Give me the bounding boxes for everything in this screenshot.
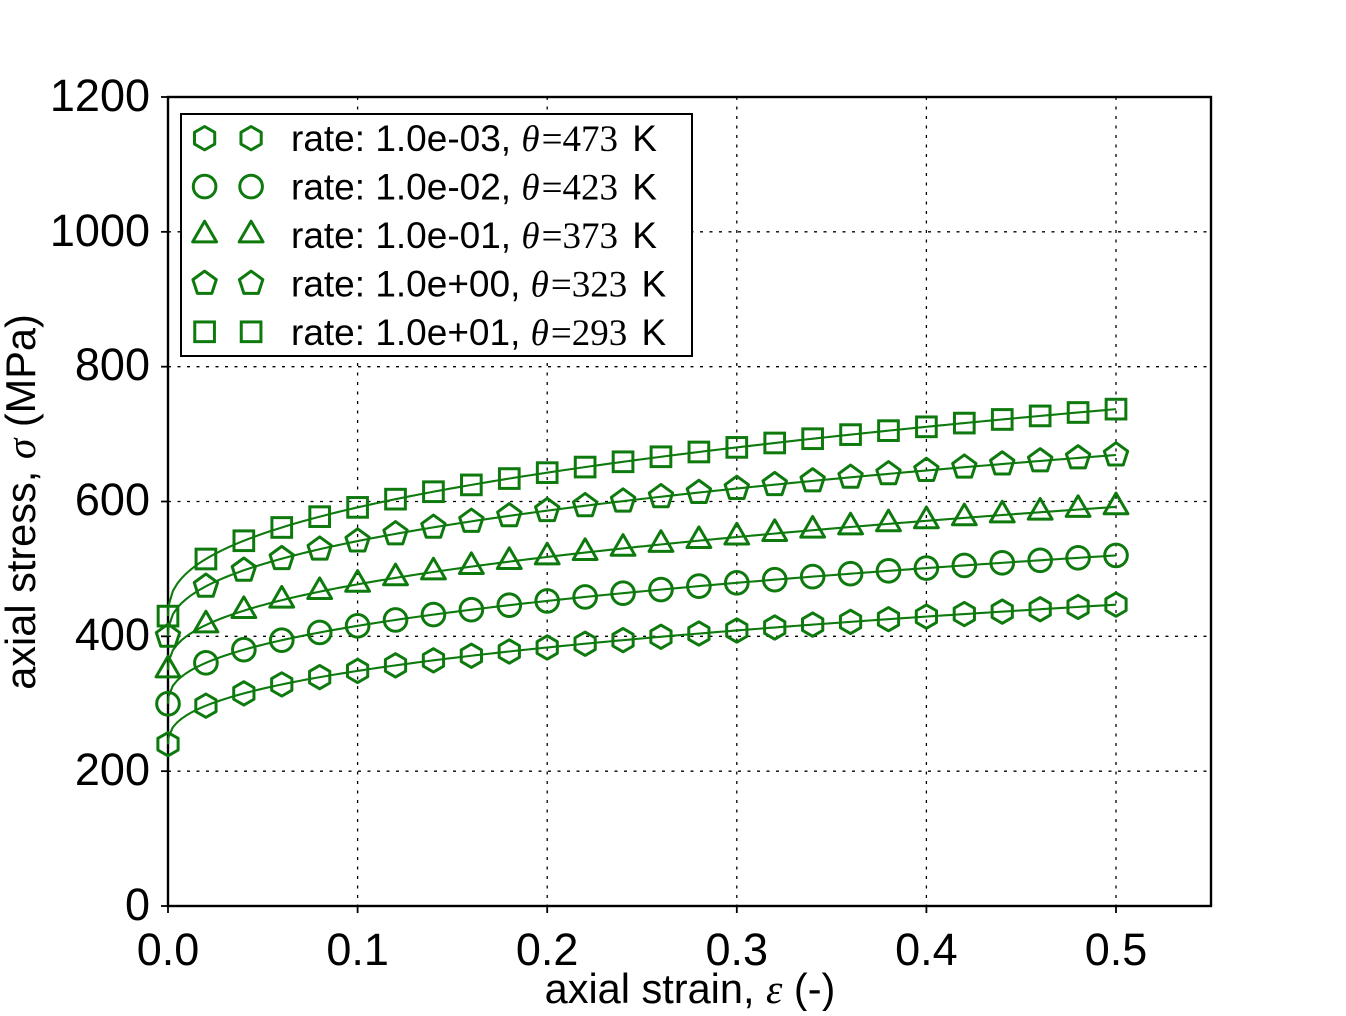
svg-text:0.5: 0.5 bbox=[1085, 924, 1148, 975]
svg-text:200: 200 bbox=[75, 744, 150, 795]
svg-text:rate: 1.0e+00, θ=323 K: rate: 1.0e+00, θ=323 K bbox=[291, 263, 666, 305]
svg-text:0.1: 0.1 bbox=[326, 924, 389, 975]
svg-text:axial strain, ε (-): axial strain, ε (-) bbox=[545, 965, 836, 1011]
svg-text:rate: 1.0e-02, θ=423 K: rate: 1.0e-02, θ=423 K bbox=[291, 167, 657, 209]
svg-text:800: 800 bbox=[75, 339, 150, 390]
svg-text:400: 400 bbox=[75, 609, 150, 660]
svg-text:0.0: 0.0 bbox=[137, 924, 200, 975]
svg-text:axial stress, σ (MPa): axial stress, σ (MPa) bbox=[0, 314, 44, 690]
svg-text:0: 0 bbox=[125, 879, 150, 930]
svg-text:600: 600 bbox=[75, 474, 150, 525]
svg-text:1000: 1000 bbox=[50, 205, 150, 256]
svg-text:0.4: 0.4 bbox=[895, 924, 958, 975]
svg-text:1200: 1200 bbox=[50, 70, 150, 121]
svg-text:rate: 1.0e-01, θ=373 K: rate: 1.0e-01, θ=373 K bbox=[291, 215, 657, 257]
svg-text:rate: 1.0e-03, θ=473 K: rate: 1.0e-03, θ=473 K bbox=[291, 118, 657, 160]
svg-text:rate: 1.0e+01, θ=293 K: rate: 1.0e+01, θ=293 K bbox=[291, 312, 666, 354]
